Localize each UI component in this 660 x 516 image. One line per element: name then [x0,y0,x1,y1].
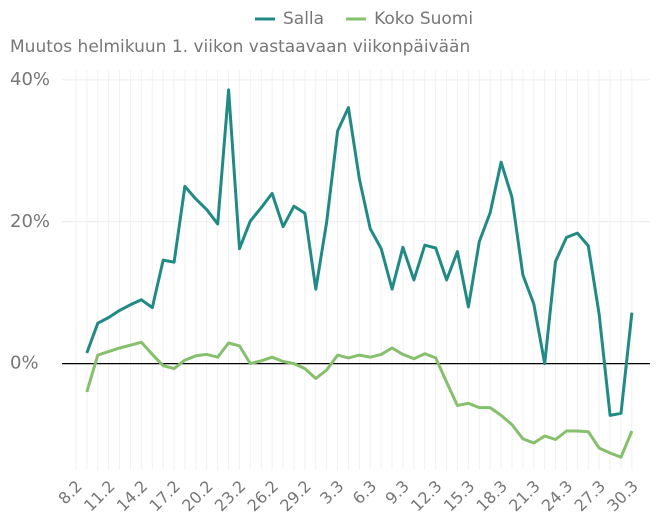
x-tick-label: 21.3 [505,477,544,516]
x-tick-label: 30.3 [603,477,642,516]
y-tick-label: 20% [10,211,50,232]
x-tick-label: 29.2 [276,477,315,516]
x-tick-label: 23.2 [211,477,250,516]
x-tick-label: 17.2 [145,477,184,516]
x-tick-label: 14.2 [113,477,152,516]
legend-label: Salla [283,9,324,29]
line-series [85,340,634,459]
x-tick-label: 26.2 [244,477,283,516]
x-tick-label: 20.2 [178,477,217,516]
x-tick-label: 18.3 [472,477,511,516]
x-tick-label: 24.3 [538,477,577,516]
legend-label: Koko Suomi [374,9,473,29]
y-tick-label: 0% [10,353,39,374]
y-tick-label: 40% [10,69,50,90]
x-tick-label: 27.3 [571,477,610,516]
x-tick-label: 11.2 [80,477,119,516]
chart-subtitle: Muutos helmikuun 1. viikon vastaavaan vi… [10,37,470,57]
x-tick-label: 3.3 [316,477,347,508]
line-series [85,88,634,417]
x-tick-label: 6.3 [349,477,380,508]
x-tick-label: 12.3 [407,477,446,516]
x-tick-label: 15.3 [440,477,479,516]
